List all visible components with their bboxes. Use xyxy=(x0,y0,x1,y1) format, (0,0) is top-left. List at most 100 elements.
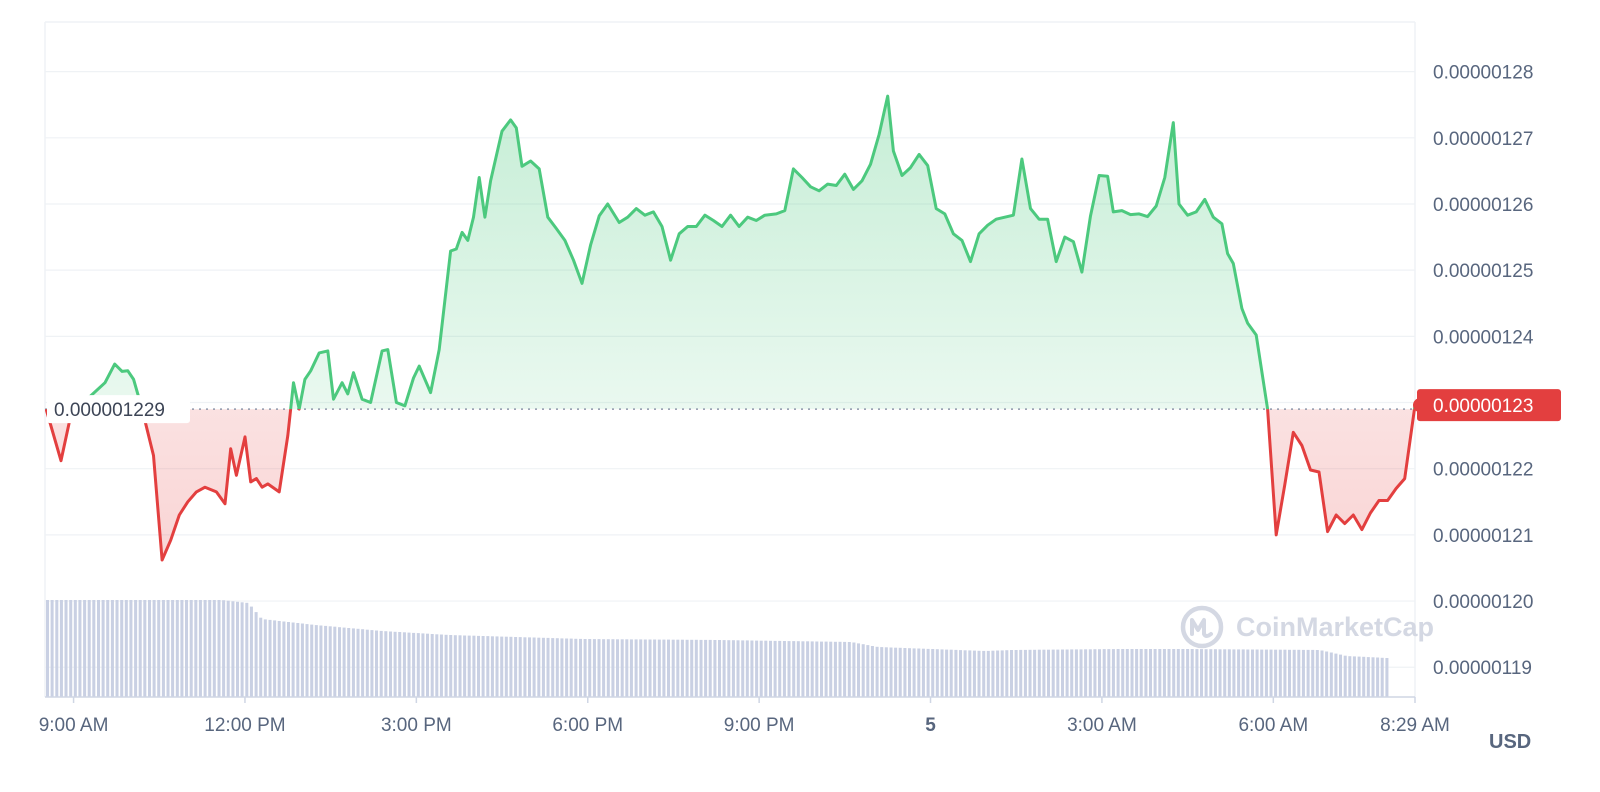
y-tick-label: 0.00000128 xyxy=(1433,63,1533,84)
volume-bar xyxy=(1329,652,1333,697)
volume-bar xyxy=(83,600,87,697)
volume-bar xyxy=(787,641,791,697)
volume-bar xyxy=(472,635,476,697)
volume-bar xyxy=(1264,649,1268,697)
volume-bar xyxy=(1251,649,1255,697)
x-tick-label: 6:00 AM xyxy=(1238,715,1308,736)
volume-bar xyxy=(398,632,402,697)
volume-bar xyxy=(1334,653,1338,697)
volume-bar xyxy=(741,640,745,697)
volume-bar xyxy=(1357,656,1361,697)
volume-bar xyxy=(690,639,694,697)
volume-bar xyxy=(676,639,680,697)
volume-bar xyxy=(713,640,717,697)
volume-bar xyxy=(1213,649,1217,697)
volume-bar xyxy=(384,631,388,697)
volume-bar xyxy=(115,600,119,697)
volume-bar xyxy=(351,628,355,697)
volume-bar xyxy=(653,639,657,697)
volume-bar xyxy=(287,622,291,697)
volume-bar xyxy=(268,619,272,697)
volume-bar xyxy=(769,640,773,697)
volume-bar xyxy=(1019,649,1023,697)
volume-bar xyxy=(120,600,124,697)
volume-bar xyxy=(1339,654,1343,697)
volume-bar xyxy=(866,645,870,697)
volume-bar xyxy=(996,650,1000,697)
volume-bar xyxy=(1139,649,1143,697)
volume-bar xyxy=(157,600,161,697)
currency-label: USD xyxy=(1489,731,1531,753)
volume-bar xyxy=(453,635,457,697)
volume-bar xyxy=(861,644,865,697)
volume-bar xyxy=(820,641,824,697)
volume-bar xyxy=(718,640,722,697)
volume-bar xyxy=(755,640,759,697)
volume-bar xyxy=(1010,650,1014,697)
volume-bar xyxy=(328,626,332,697)
volume-bar xyxy=(439,634,443,697)
price-line-above xyxy=(45,94,1417,410)
reference-price-text: 0.000001229 xyxy=(54,400,165,421)
volume-bar xyxy=(1023,649,1027,697)
y-axis: 0.00000119 0.00000120 0.00000121 0.00000122… xyxy=(1433,63,1534,680)
volume-bar xyxy=(833,641,837,697)
volume-bar xyxy=(667,639,671,697)
volume-bar xyxy=(490,636,494,697)
volume-bar xyxy=(722,640,726,697)
volume-bar xyxy=(574,638,578,697)
volume-bar xyxy=(1033,649,1037,697)
volume-bar xyxy=(1255,649,1259,697)
volume-bar xyxy=(189,600,193,697)
volume-bar xyxy=(815,641,819,697)
volume-bar xyxy=(1274,649,1278,697)
volume-bar xyxy=(138,600,142,697)
volume-bar xyxy=(643,639,647,697)
volume-bar xyxy=(518,637,522,697)
volume-bar xyxy=(324,625,328,697)
volume-bar xyxy=(55,600,59,697)
volume-bar xyxy=(379,630,383,697)
volume-bar xyxy=(64,600,68,697)
volume-bar xyxy=(778,640,782,697)
volume-bar xyxy=(759,640,763,697)
volume-bar xyxy=(731,640,735,697)
volume-bar xyxy=(1061,649,1065,697)
volume-bar xyxy=(1325,651,1329,697)
volume-bar xyxy=(806,641,810,697)
volume-bar xyxy=(106,600,110,697)
volume-bar xyxy=(1241,649,1245,697)
volume-bar xyxy=(1260,649,1264,697)
volume-bar xyxy=(1158,649,1162,697)
volume-bar xyxy=(389,631,393,697)
volume-bar xyxy=(1385,658,1389,697)
volume-bar xyxy=(1005,650,1009,697)
volume-bar xyxy=(1362,656,1366,697)
x-tick-label: 9:00 PM xyxy=(724,715,795,736)
volume-bar xyxy=(1135,649,1139,697)
volume-bar xyxy=(226,600,230,697)
y-tick-label: 0.00000120 xyxy=(1433,592,1533,613)
volume-bar xyxy=(1116,649,1120,697)
volume-bar xyxy=(884,647,888,697)
volume-bar xyxy=(1079,649,1083,697)
volume-bar xyxy=(1051,649,1055,697)
volume-bar xyxy=(991,650,995,697)
current-price-marker: 0.00000123 xyxy=(1413,389,1561,422)
volume-bar xyxy=(1107,649,1111,697)
volume-bar xyxy=(782,641,786,697)
volume-bar xyxy=(1366,657,1370,697)
volume-bar xyxy=(1047,649,1051,697)
volume-bar xyxy=(560,638,564,697)
volume-bar xyxy=(129,600,133,697)
volume-bar xyxy=(92,600,96,697)
volume-bar xyxy=(1301,649,1305,697)
volume-bar xyxy=(1125,649,1129,697)
x-tick-label: 3:00 AM xyxy=(1067,715,1137,736)
volume-bar xyxy=(365,629,369,697)
volume-bar xyxy=(296,623,300,697)
volume-bar xyxy=(1093,649,1097,697)
volume-bar xyxy=(1190,649,1194,697)
volume-bar xyxy=(648,639,652,697)
